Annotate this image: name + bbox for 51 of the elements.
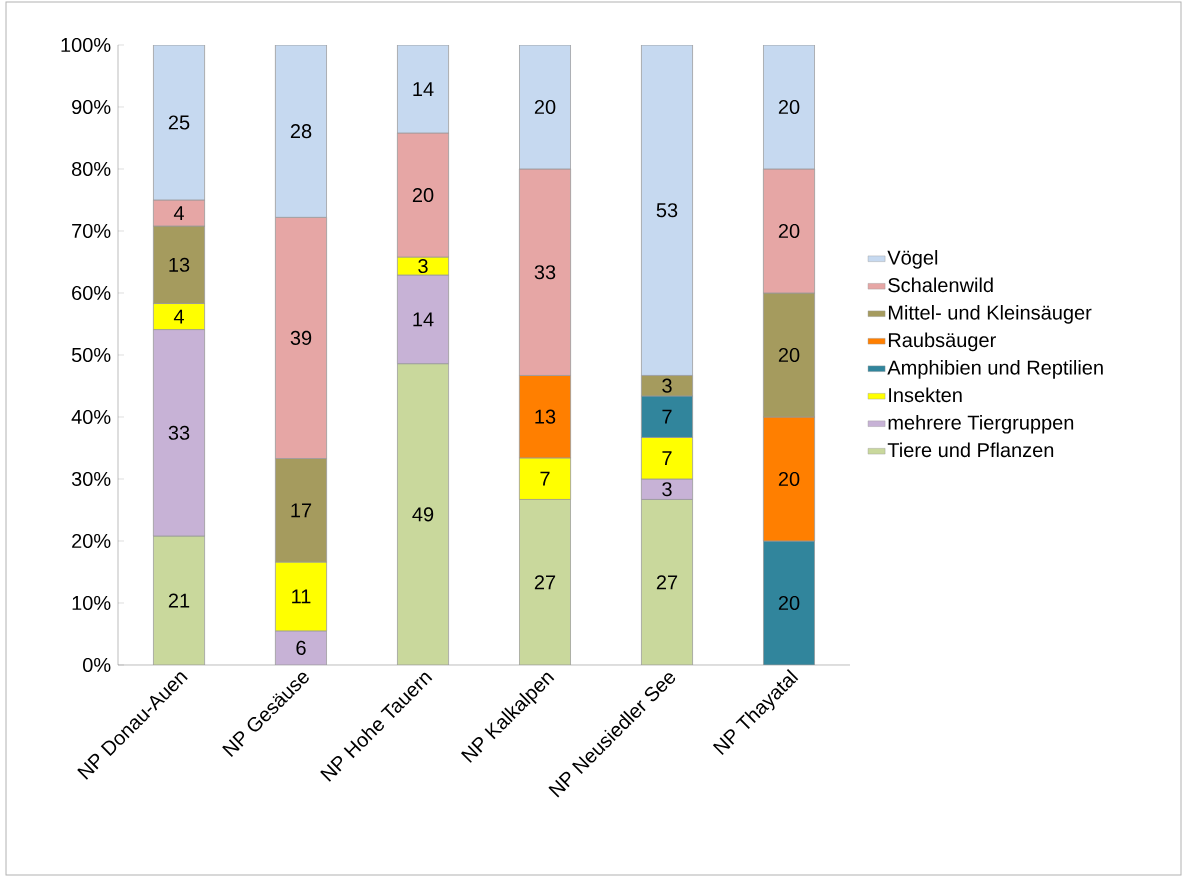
y-tick-label: 70% — [72, 223, 111, 239]
data-label: 14 — [413, 82, 434, 96]
data-label: 49 — [412, 507, 434, 522]
legend-label: Schalenwild — [888, 277, 993, 293]
y-tick-label: 0% — [83, 657, 111, 673]
data-label: 21 — [168, 593, 190, 608]
data-label: 6 — [296, 640, 306, 656]
data-label: 4 — [173, 206, 184, 220]
data-label: 4 — [173, 309, 184, 324]
y-tick-label: 10% — [72, 595, 111, 611]
y-tick-label: 40% — [71, 409, 111, 425]
data-label: 11 — [292, 589, 311, 604]
legend-label: Mittel- und Kleinsäuger — [888, 305, 1092, 324]
legend-label: Vögel — [887, 250, 938, 269]
data-label: 7 — [540, 471, 550, 486]
legend-label: Insekten — [889, 387, 962, 403]
y-tick-label: 60% — [72, 285, 111, 301]
data-label: 3 — [662, 378, 672, 393]
y-tick-label: 80% — [71, 161, 111, 177]
data-label: 20 — [778, 595, 800, 611]
y-tick-label: 50% — [71, 347, 111, 363]
data-label: 7 — [662, 409, 672, 424]
data-label: 27 — [534, 575, 556, 590]
data-label: 53 — [656, 203, 678, 218]
data-label: 13 — [169, 257, 190, 272]
y-tick-label: 30% — [71, 471, 111, 487]
legend-label: Amphibien und Reptilien — [887, 359, 1103, 379]
data-label: 20 — [778, 471, 800, 487]
y-tick-label: 100% — [61, 37, 111, 53]
data-label: 39 — [290, 330, 312, 346]
y-tick-label: 20% — [72, 533, 111, 549]
y-tick-label: 90% — [72, 99, 111, 115]
legend-label: mehrere Tiergruppen — [888, 414, 1074, 434]
data-label: 17 — [291, 503, 312, 518]
data-label: 3 — [662, 482, 672, 497]
data-label: 20 — [778, 99, 800, 115]
data-label: 28 — [290, 124, 312, 139]
data-label: 3 — [418, 258, 428, 274]
data-label: 14 — [413, 312, 434, 327]
data-label: 33 — [534, 265, 556, 280]
legend-label: Raubsäuger — [888, 332, 996, 352]
data-label: 20 — [778, 347, 800, 363]
legend-label: Tiere und Pflanzen — [887, 442, 1054, 458]
data-label: 25 — [168, 115, 190, 130]
data-label: 13 — [535, 409, 556, 424]
data-label: 20 — [778, 223, 800, 239]
data-label: 20 — [534, 99, 556, 115]
data-label: 27 — [656, 575, 678, 590]
data-label: 20 — [412, 187, 434, 203]
data-label: 7 — [662, 451, 672, 466]
data-label: 33 — [168, 425, 190, 440]
